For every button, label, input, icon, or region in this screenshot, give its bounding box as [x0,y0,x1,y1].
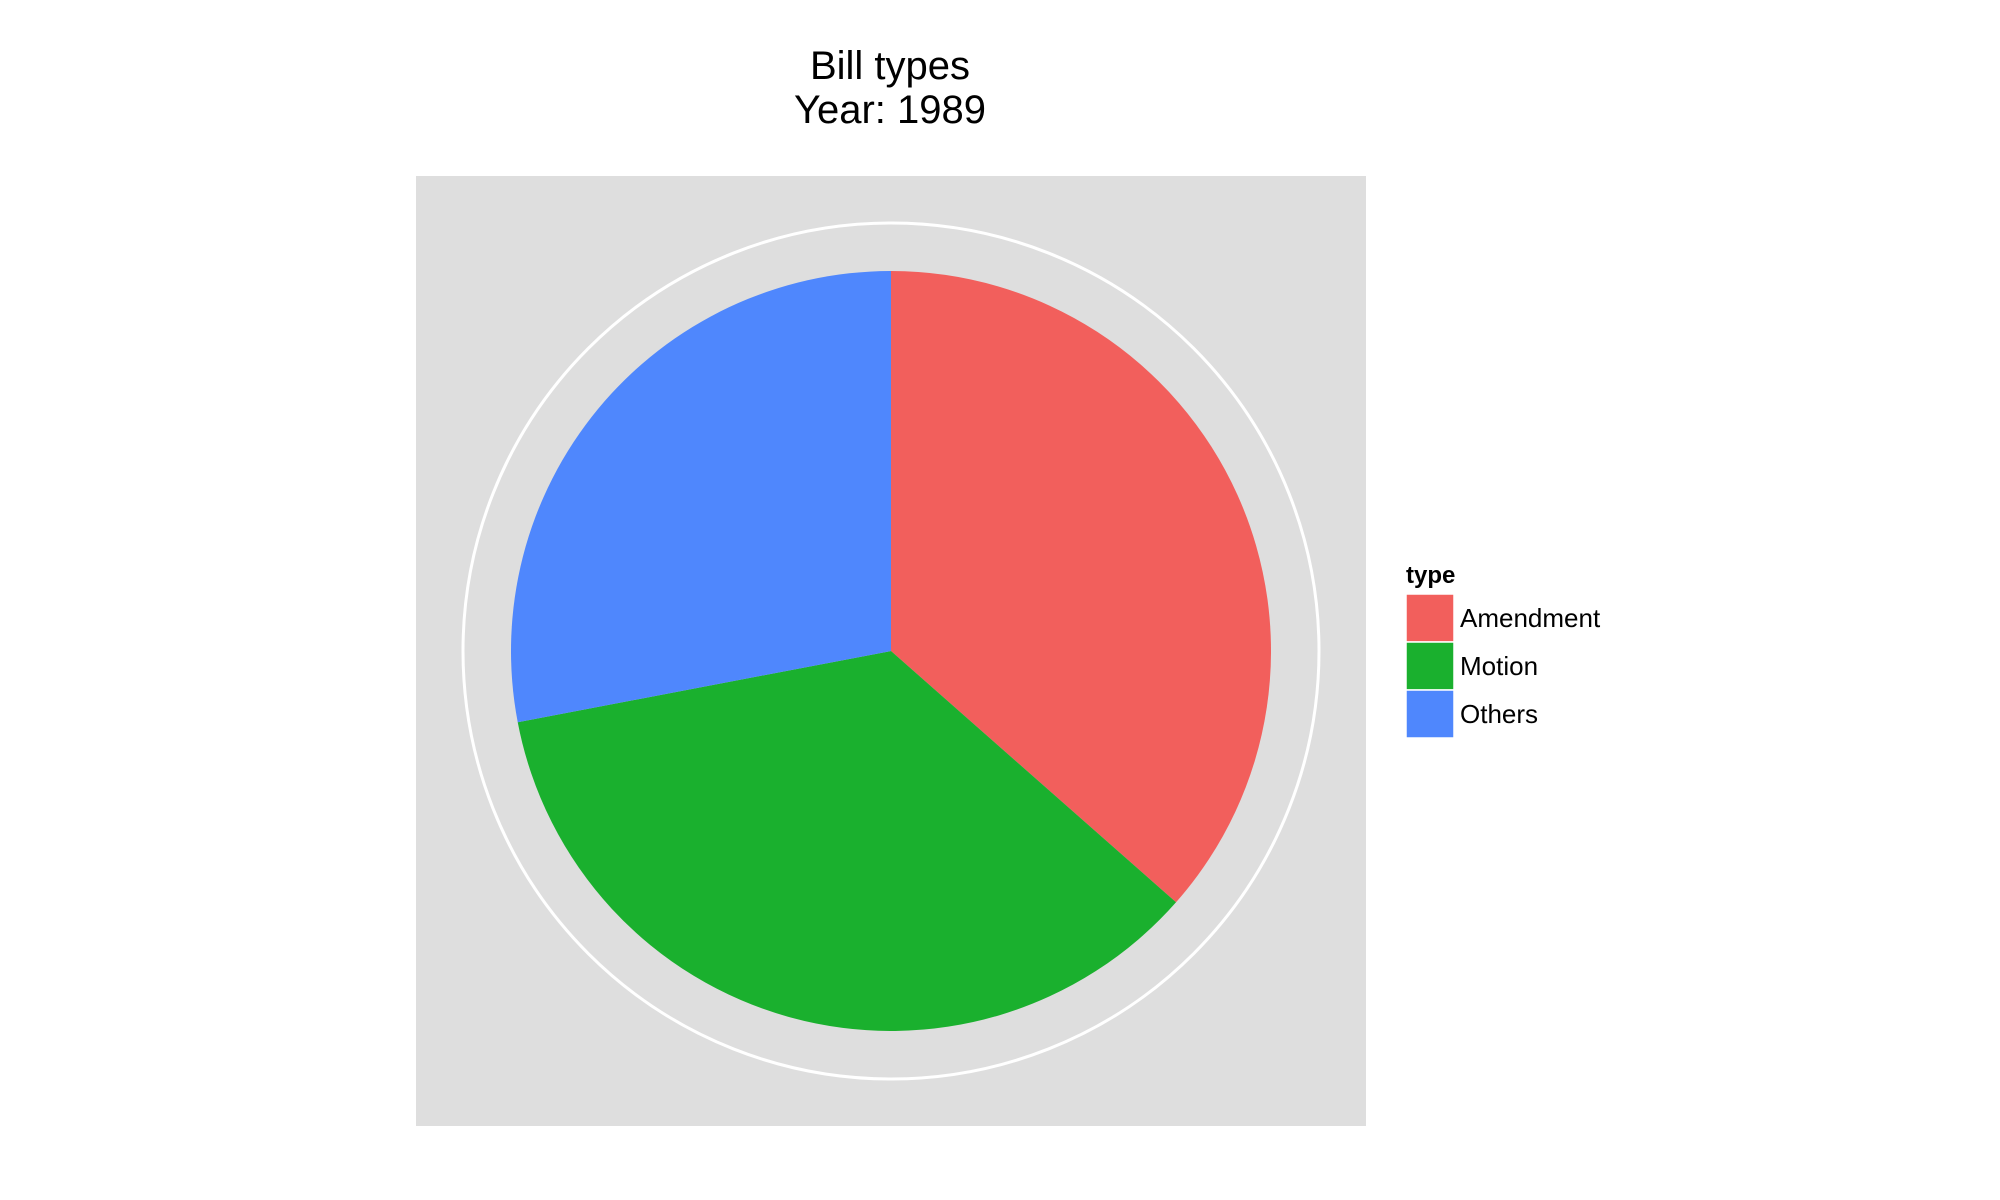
legend-label-others: Others [1460,699,1538,729]
pie-slice-motion [517,651,1177,1032]
polar-grid-circle [461,221,1321,1081]
legend-label-motion: Motion [1460,651,1538,681]
legend-label-amendment: Amendment [1460,603,1601,633]
legend-key-motion [1405,641,1455,691]
legend-key-others [1405,689,1455,739]
chart-subtitle: Year: 1989 [794,88,986,132]
legend: type Amendment Motion Others [1405,562,1601,739]
legend-title: type [1406,562,1455,589]
chart-title: Bill types [810,44,970,88]
pie-slices [511,271,1272,1032]
pie-slice-amendment [891,271,1272,903]
pie-slice-others [511,271,891,723]
legend-key-amendment [1405,593,1455,643]
